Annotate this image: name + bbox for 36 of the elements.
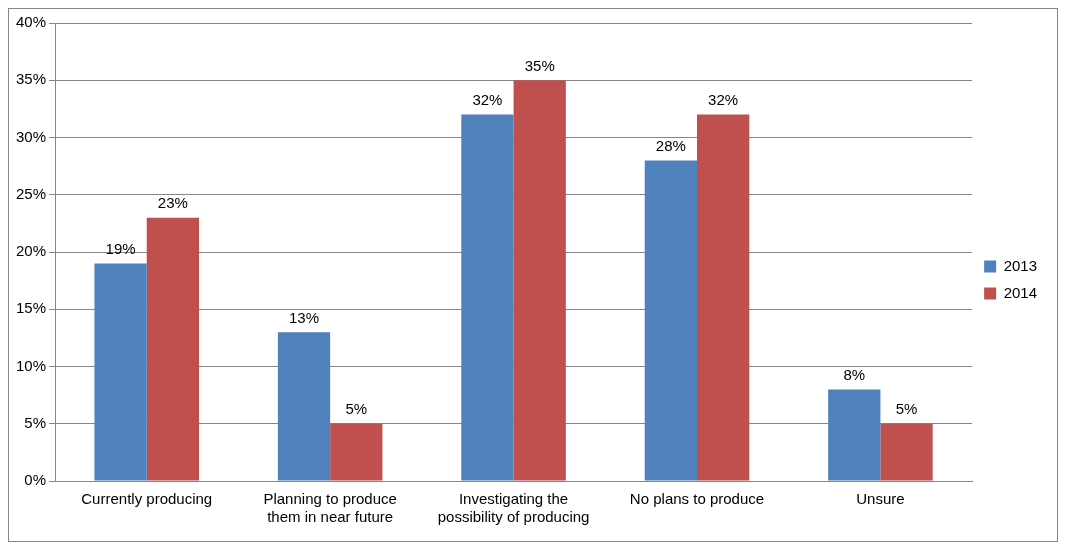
- y-tick-label: 25%: [15, 184, 47, 202]
- y-tick-label: 35%: [15, 70, 47, 88]
- x-tick-label: Unsure: [856, 490, 905, 508]
- x-tick-label: Investigating the possibility of producing: [437, 490, 590, 526]
- x-tick-label: Currently producing: [81, 490, 213, 508]
- y-tick-label: 30%: [15, 127, 47, 145]
- y-tick-label: 15%: [15, 299, 47, 317]
- bar: [277, 332, 331, 481]
- data-label: 5%: [895, 400, 918, 418]
- data-label: 5%: [345, 400, 368, 418]
- data-label: 23%: [157, 194, 188, 212]
- bar: [513, 80, 566, 481]
- legend-label: 2013: [1003, 256, 1038, 274]
- data-label: 19%: [105, 240, 136, 258]
- bar: [828, 389, 881, 481]
- y-tick-label: 0%: [24, 471, 47, 489]
- x-tick-label: No plans to produce: [629, 490, 765, 508]
- data-label: 35%: [524, 56, 555, 74]
- data-label: 32%: [708, 91, 739, 109]
- y-tick-label: 5%: [24, 413, 47, 431]
- y-tick-label: 40%: [15, 13, 47, 31]
- data-label: 28%: [655, 137, 686, 155]
- data-label: 8%: [843, 366, 866, 384]
- bar: [330, 423, 383, 481]
- bar: [880, 423, 933, 481]
- bar: [697, 114, 750, 481]
- y-tick-label: 10%: [15, 356, 47, 374]
- bar: [644, 160, 697, 481]
- data-label: 32%: [472, 91, 503, 109]
- bar: [94, 263, 147, 481]
- y-tick-label: 20%: [15, 242, 47, 260]
- bar: [461, 114, 514, 481]
- x-tick-label: Planning to produce them in near future: [263, 490, 397, 526]
- legend-label: 2014: [1003, 283, 1038, 301]
- data-label: 13%: [289, 308, 320, 326]
- bar: [146, 217, 200, 481]
